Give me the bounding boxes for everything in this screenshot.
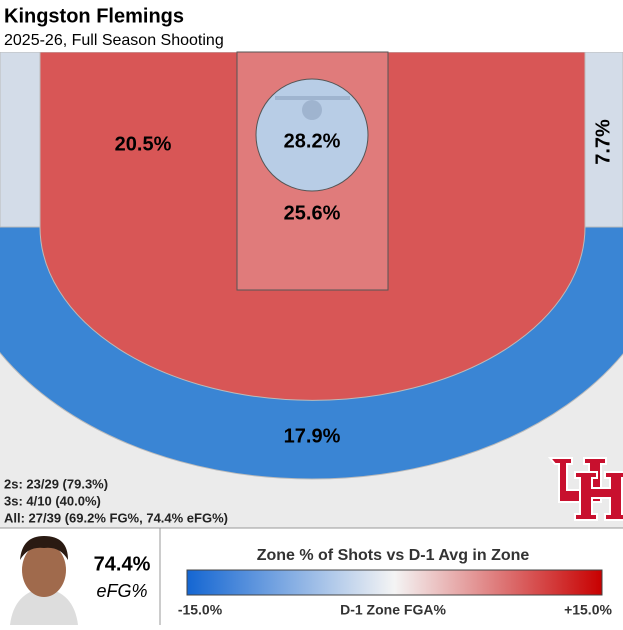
hoop [302, 100, 322, 120]
subtitle: 2025-26, Full Season Shooting [4, 32, 224, 49]
stat-line: 3s: 4/10 (40.0%) [4, 493, 101, 508]
zone-label: 28.2% [284, 130, 341, 152]
zone [0, 52, 41, 228]
zone-label: 7.7% [592, 119, 614, 165]
stat-line: All: 27/39 (69.2% FG%, 74.4% eFG%) [4, 510, 228, 525]
efg-value: 74.4% [94, 553, 151, 575]
zone-label: 20.5% [115, 133, 172, 155]
team-logo [547, 457, 623, 521]
legend-high: +15.0% [564, 602, 612, 618]
zone [255, 78, 369, 192]
zone-label: 25.6% [284, 202, 341, 224]
zone-label: 17.9% [284, 425, 341, 447]
headshot [10, 536, 78, 625]
color-bar [186, 569, 603, 596]
title: Kingston Flemings [4, 5, 184, 27]
legend-low: -15.0% [178, 602, 223, 618]
efg-label: eFG% [96, 581, 147, 601]
stat-line: 2s: 23/29 (79.3%) [4, 476, 108, 491]
legend-title: Zone % of Shots vs D-1 Avg in Zone [257, 547, 530, 564]
legend-axis-label: D-1 Zone FGA% [340, 602, 446, 618]
